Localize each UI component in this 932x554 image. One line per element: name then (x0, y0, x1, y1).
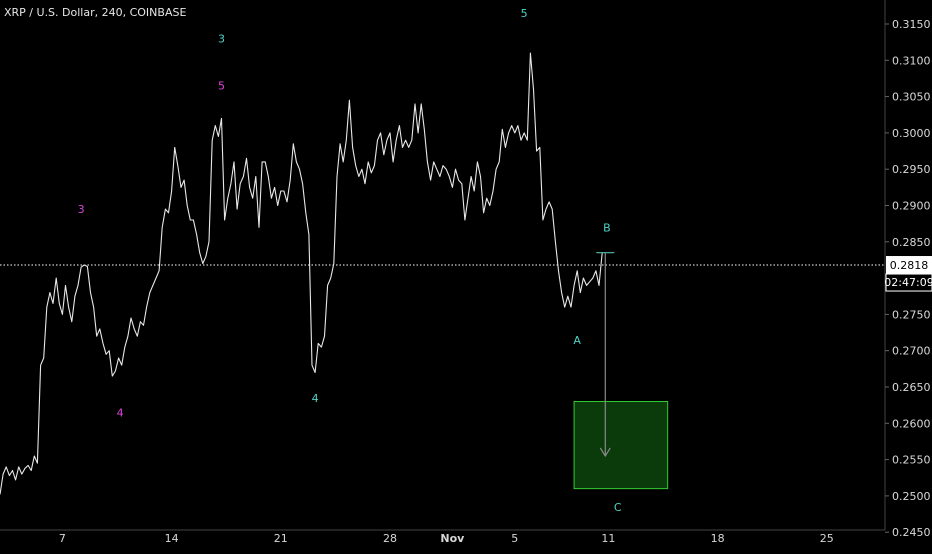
time-tick-label: 25 (820, 532, 834, 545)
bar-countdown-box (885, 273, 932, 292)
price-tick-label: 0.2750 (892, 308, 931, 321)
wave-label: 4 (117, 406, 124, 419)
price-tick-label: 0.2700 (892, 345, 931, 358)
time-tick-label: 7 (59, 532, 66, 545)
time-tick-label: Nov (440, 532, 465, 545)
projection-arrow-head (599, 447, 611, 458)
wave-label: 5 (218, 80, 225, 93)
time-tick-label: 18 (711, 532, 725, 545)
chart-title: XRP / U.S. Dollar, 240, COINBASE (4, 6, 187, 19)
wave-label: 3 (78, 203, 85, 216)
price-tick-label: 0.2950 (892, 163, 931, 176)
price-tick-label: 0.3000 (892, 127, 931, 140)
price-tick-label: 0.2550 (892, 454, 931, 467)
price-tick-label: 0.2450 (892, 526, 931, 539)
time-tick-label: 14 (165, 532, 179, 545)
time-tick-label: 21 (274, 532, 288, 545)
current-price-tag (886, 256, 932, 275)
wave-label: B (603, 221, 611, 234)
current-price-value: 0.2818 (890, 259, 929, 272)
wave-label: A (573, 334, 581, 347)
target-zone-box[interactable] (573, 401, 669, 490)
time-tick-label: 11 (601, 532, 615, 545)
price-series-line[interactable] (0, 52, 603, 495)
wave-label: 4 (312, 392, 319, 405)
price-tick-label: 0.2500 (892, 490, 931, 503)
wave-label: 3 (218, 33, 225, 46)
time-tick-label: 28 (383, 532, 397, 545)
price-tick-label: 0.3050 (892, 91, 931, 104)
time-tick-label: 5 (511, 532, 518, 545)
wave-label: C (614, 501, 622, 514)
price-tick-label: 0.2900 (892, 200, 931, 213)
price-tick-label: 0.2850 (892, 236, 931, 249)
price-tick-label: 0.3100 (892, 54, 931, 67)
price-tick-label: 0.3150 (892, 18, 931, 31)
wave-label: 5 (521, 7, 528, 20)
price-tick-label: 0.2650 (892, 381, 931, 394)
price-tick-label: 0.2600 (892, 417, 931, 430)
bar-countdown-value: 02:47:09 (884, 276, 932, 289)
